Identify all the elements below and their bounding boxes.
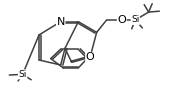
Text: O: O: [86, 52, 95, 62]
Text: Si: Si: [131, 16, 140, 24]
Text: N: N: [56, 17, 65, 27]
Text: O: O: [117, 15, 126, 25]
Text: Si: Si: [18, 70, 27, 79]
